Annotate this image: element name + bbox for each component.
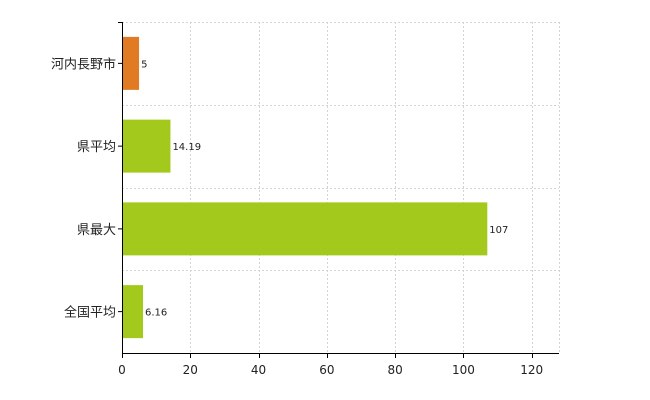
x-tick-label-6: 120 [520, 363, 543, 377]
category-label-0: 河内長野市 [51, 56, 116, 72]
value-label-1: 14.19 [172, 142, 201, 153]
value-label-0: 5 [141, 59, 147, 70]
x-tick-label-5: 100 [452, 363, 475, 377]
bar-3 [122, 285, 144, 339]
bar-2 [122, 202, 488, 256]
bar-0 [122, 36, 140, 90]
category-label-3: 全国平均 [64, 305, 116, 321]
x-tick-label-0: 0 [118, 363, 126, 377]
bar-1 [122, 119, 171, 173]
x-tick-label-2: 40 [251, 363, 266, 377]
value-label-3: 6.16 [145, 308, 167, 319]
value-label-2: 107 [489, 225, 508, 236]
x-tick-label-4: 80 [387, 363, 402, 377]
category-label-1: 県平均 [77, 140, 116, 155]
bars [122, 36, 488, 339]
value-labels: 5 14.19 107 6.16 [141, 59, 508, 318]
category-label-2: 県最大 [77, 223, 116, 238]
x-tick-label-3: 60 [319, 363, 334, 377]
grid-lines [122, 22, 560, 353]
x-tick-label-1: 20 [183, 363, 198, 377]
